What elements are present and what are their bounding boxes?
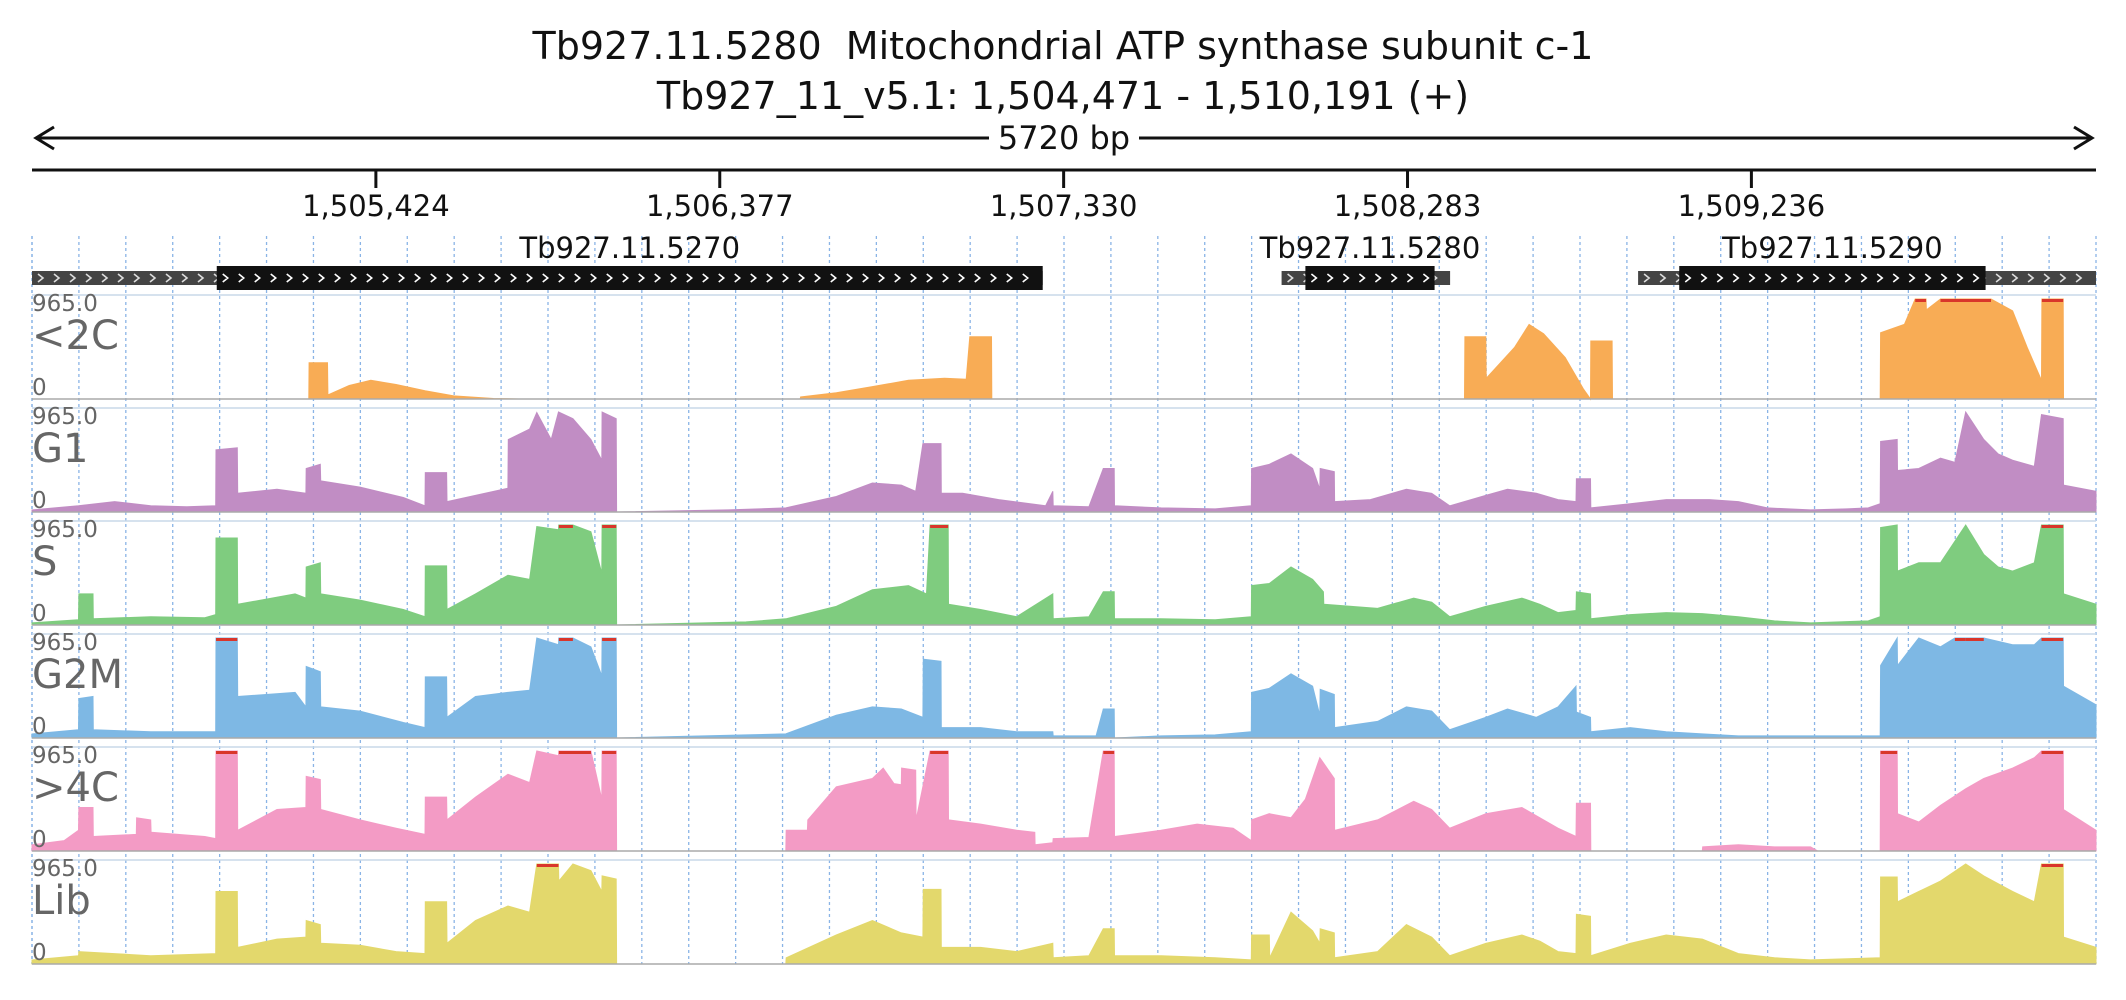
clip-marker — [1880, 751, 1898, 754]
track-min-label: 0 — [32, 488, 47, 514]
ruler-tick-label: 1,509,236 — [1678, 189, 1826, 223]
clip-marker — [2041, 299, 2064, 302]
clip-marker — [216, 751, 238, 754]
coverage-area — [31, 636, 2097, 739]
gene-feature: Tb927.11.5290 — [1638, 231, 2096, 290]
length-label-bg — [989, 118, 1139, 158]
clip-marker — [2041, 751, 2064, 754]
coverage-area — [31, 863, 2097, 965]
clip-marker — [558, 751, 591, 754]
clip-marker — [602, 525, 617, 528]
track-name: Lib — [32, 878, 91, 924]
gene-label: Tb927.11.5290 — [1721, 231, 1943, 265]
track-name: <2C — [32, 313, 119, 359]
chart-subtitle: Tb927_11_v5.1: 1,504,471 - 1,510,191 (+) — [656, 74, 1470, 118]
track-max-label: 965.0 — [32, 517, 98, 543]
track-max-label: 965.0 — [32, 743, 98, 769]
clip-marker — [558, 638, 573, 641]
gene-cds — [1679, 266, 1986, 290]
clip-marker — [1965, 638, 1984, 641]
coverage-area — [31, 524, 2097, 626]
track-min-label: 0 — [32, 940, 47, 966]
track-name: S — [32, 539, 57, 585]
clip-marker — [2041, 638, 2064, 641]
chart-title: Tb927.11.5280 Mitochondrial ATP synthase… — [532, 24, 1594, 68]
ruler-tick-label: 1,506,377 — [646, 189, 794, 223]
track-min-label: 0 — [32, 375, 47, 401]
coverage-track: 965.0 0 <2C — [32, 291, 2096, 401]
clip-marker — [1915, 299, 1927, 302]
clip-marker — [216, 638, 238, 641]
clip-marker — [1954, 638, 1966, 641]
clip-marker — [1940, 299, 1991, 302]
coverage-track: 965.0 0 >4C — [31, 743, 2097, 853]
clip-marker — [602, 638, 617, 641]
length-label: 5720 bp — [998, 119, 1130, 157]
track-name: G1 — [32, 426, 88, 472]
track-min-label: 0 — [32, 601, 47, 627]
track-min-label: 0 — [32, 827, 47, 853]
track-max-label: 965.0 — [32, 291, 98, 317]
clip-marker — [2041, 525, 2064, 528]
clip-marker — [602, 751, 617, 754]
clip-marker — [1103, 751, 1115, 754]
ruler-tick-label: 1,505,424 — [302, 189, 450, 223]
track-max-label: 965.0 — [32, 856, 98, 882]
gene-cds — [1305, 266, 1435, 290]
gene-cds — [216, 266, 1043, 290]
gene-label: Tb927.11.5270 — [518, 231, 740, 265]
gene-label: Tb927.11.5280 — [1259, 231, 1481, 265]
strand-chevrons — [1684, 273, 1980, 283]
arrow-right-head — [2073, 125, 2095, 151]
track-max-label: 965.0 — [32, 630, 98, 656]
arrow-left-head — [33, 125, 55, 151]
clip-marker — [930, 751, 949, 754]
track-max-label: 965.0 — [32, 404, 98, 430]
coverage-area — [31, 750, 2097, 852]
strand-chevrons — [1310, 273, 1430, 283]
gene-feature: Tb927.11.5280 — [1259, 231, 1481, 290]
track-name: G2M — [32, 652, 123, 698]
clip-marker — [558, 525, 573, 528]
clip-marker — [536, 864, 559, 867]
coverage-area — [31, 410, 2097, 513]
track-min-label: 0 — [32, 714, 47, 740]
coverage-track: 965.0 0 Lib — [31, 856, 2097, 966]
coverage-track: 965.0 0 G1 — [31, 404, 2097, 514]
coverage-track: 965.0 0 G2M — [31, 630, 2097, 740]
strand-chevrons — [222, 273, 1030, 283]
clip-marker — [930, 525, 949, 528]
gene-feature: Tb927.11.5270 — [32, 231, 1043, 290]
ruler-tick-label: 1,507,330 — [990, 189, 1138, 223]
ruler-tick-label: 1,508,283 — [1334, 189, 1482, 223]
track-name: >4C — [32, 765, 119, 811]
clip-marker — [2041, 864, 2064, 867]
coverage-track: 965.0 0 S — [31, 517, 2097, 627]
